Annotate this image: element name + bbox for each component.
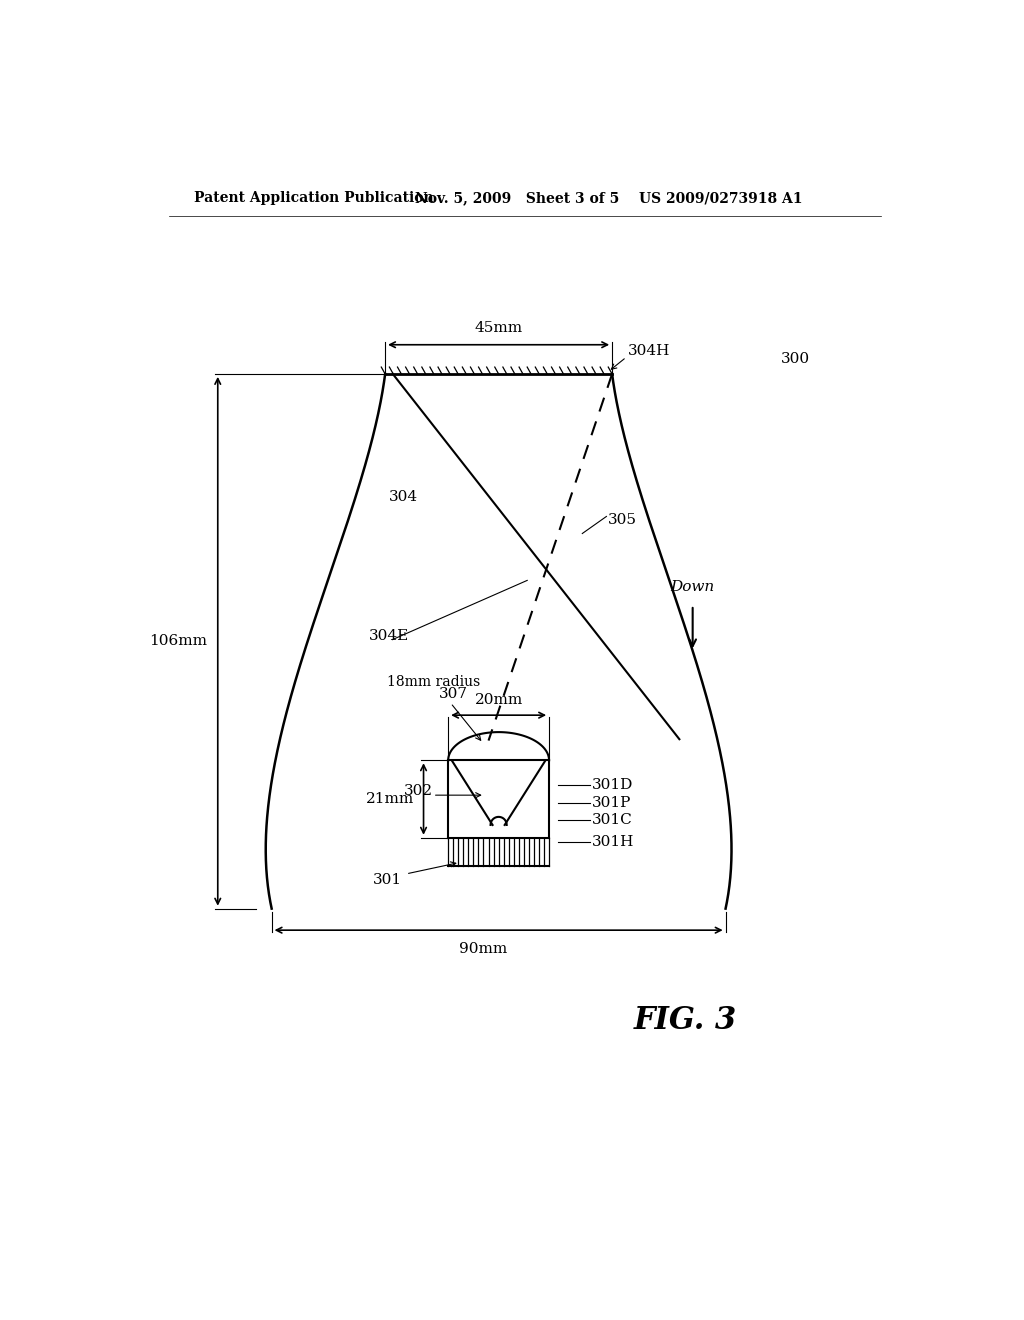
Text: 301C: 301C xyxy=(592,813,632,826)
Text: 302: 302 xyxy=(403,784,433,799)
Text: 304: 304 xyxy=(388,490,418,504)
Text: 106mm: 106mm xyxy=(148,635,207,648)
Text: Nov. 5, 2009   Sheet 3 of 5: Nov. 5, 2009 Sheet 3 of 5 xyxy=(416,191,620,206)
Text: 301: 301 xyxy=(373,873,402,887)
Text: 90mm: 90mm xyxy=(459,942,507,957)
Text: 45mm: 45mm xyxy=(474,322,522,335)
Text: 307: 307 xyxy=(439,686,468,701)
Text: Down: Down xyxy=(671,581,715,594)
Text: 305: 305 xyxy=(608,513,637,527)
Text: 300: 300 xyxy=(781,351,810,366)
Text: 301P: 301P xyxy=(592,796,631,809)
Text: 304H: 304H xyxy=(628,345,671,358)
Text: US 2009/0273918 A1: US 2009/0273918 A1 xyxy=(639,191,802,206)
Text: Patent Application Publication: Patent Application Publication xyxy=(194,191,433,206)
Text: 20mm: 20mm xyxy=(474,693,522,708)
Text: 21mm: 21mm xyxy=(366,792,415,807)
Text: 301H: 301H xyxy=(592,834,634,849)
Text: 18mm radius: 18mm radius xyxy=(387,675,480,689)
Text: 301D: 301D xyxy=(592,777,633,792)
Text: FIG. 3: FIG. 3 xyxy=(633,1006,736,1036)
Text: 304E: 304E xyxy=(370,628,410,643)
